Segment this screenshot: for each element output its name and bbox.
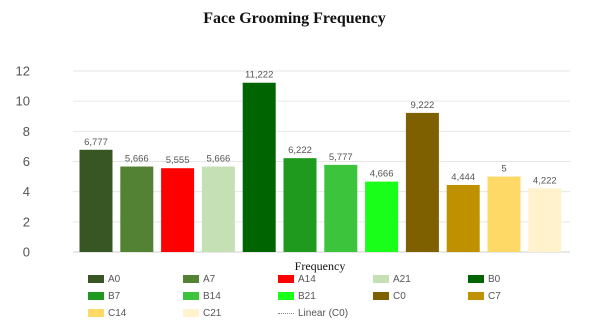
bar-a21 bbox=[201, 166, 235, 252]
legend-label: C14 bbox=[108, 307, 127, 319]
bar-c21 bbox=[528, 188, 562, 252]
legend-label: A7 bbox=[203, 273, 216, 285]
legend-item: A0 bbox=[88, 273, 183, 285]
legend-label: C0 bbox=[393, 290, 406, 302]
legend-swatch bbox=[278, 275, 294, 283]
legend-label: A21 bbox=[393, 273, 411, 285]
legend-label: C21 bbox=[203, 307, 222, 319]
legend-item: B21 bbox=[278, 290, 373, 302]
legend-item: Linear (C0) bbox=[278, 307, 373, 319]
legend-swatch bbox=[278, 312, 294, 314]
chart-legend: A0 A7 A14 A21 B0 B7 B14 B21 C0 C7 C14 C21 Linear (C0… bbox=[88, 273, 588, 319]
data-label: 5,666 bbox=[125, 154, 149, 165]
legend-label: A0 bbox=[108, 273, 121, 285]
y-tick-label: 10 bbox=[16, 94, 30, 109]
y-tick-label: 2 bbox=[23, 214, 30, 229]
legend-swatch bbox=[88, 309, 104, 317]
data-label: 9,222 bbox=[411, 100, 435, 111]
data-label: 5,666 bbox=[207, 154, 231, 165]
legend-item: C0 bbox=[373, 290, 468, 302]
bar-a0 bbox=[79, 149, 113, 252]
bar-c14 bbox=[487, 176, 521, 252]
legend-item: B14 bbox=[183, 290, 278, 302]
legend-item: C14 bbox=[88, 307, 183, 319]
legend-swatch bbox=[183, 292, 199, 300]
legend-item: C21 bbox=[183, 307, 278, 319]
bar-b21 bbox=[365, 181, 399, 252]
legend-swatch bbox=[88, 275, 104, 283]
legend-label: Linear (C0) bbox=[298, 307, 349, 319]
legend-label: B21 bbox=[298, 290, 316, 302]
bar-a14 bbox=[161, 168, 195, 252]
y-tick-label: 0 bbox=[23, 245, 30, 260]
data-label: 6,222 bbox=[288, 145, 312, 156]
legend-item: C7 bbox=[468, 290, 563, 302]
legend-swatch bbox=[183, 309, 199, 317]
y-tick-label: 4 bbox=[23, 184, 30, 199]
data-label: 11,222 bbox=[245, 70, 273, 81]
x-axis-label: Frequency bbox=[294, 259, 346, 273]
data-label: 5,777 bbox=[329, 152, 353, 163]
legend-swatch bbox=[278, 292, 294, 300]
legend-item: A21 bbox=[373, 273, 468, 285]
legend-item: A14 bbox=[278, 273, 373, 285]
data-label: 5,555 bbox=[166, 155, 190, 166]
bar-b7 bbox=[283, 158, 317, 252]
bar-b0 bbox=[242, 82, 276, 252]
data-label: 6,777 bbox=[84, 137, 108, 148]
legend-label: C7 bbox=[488, 290, 501, 302]
data-label: 4,666 bbox=[370, 169, 394, 180]
legend-item: B7 bbox=[88, 290, 183, 302]
data-label: 4,444 bbox=[451, 172, 475, 183]
bar-c7 bbox=[446, 184, 480, 252]
legend-swatch bbox=[183, 275, 199, 283]
legend-item: A7 bbox=[183, 273, 278, 285]
data-label: 4,222 bbox=[533, 175, 557, 186]
y-tick-label: 6 bbox=[23, 154, 30, 169]
legend-swatch bbox=[373, 275, 389, 283]
legend-label: B7 bbox=[108, 290, 121, 302]
legend-item: B0 bbox=[468, 273, 563, 285]
legend-swatch bbox=[468, 292, 484, 300]
legend-label: B0 bbox=[488, 273, 501, 285]
legend-swatch bbox=[468, 275, 484, 283]
data-label: 5 bbox=[501, 164, 506, 175]
bar-c0 bbox=[405, 112, 439, 253]
legend-label: A14 bbox=[298, 273, 316, 285]
bar-b14 bbox=[324, 164, 358, 252]
legend-label: B14 bbox=[203, 290, 221, 302]
legend-swatch bbox=[373, 292, 389, 300]
y-tick-label: 8 bbox=[23, 124, 30, 139]
legend-swatch bbox=[88, 292, 104, 300]
chart-title: Face Grooming Frequency bbox=[203, 10, 386, 27]
y-tick-label: 12 bbox=[16, 64, 30, 79]
bar-a7 bbox=[120, 166, 154, 252]
